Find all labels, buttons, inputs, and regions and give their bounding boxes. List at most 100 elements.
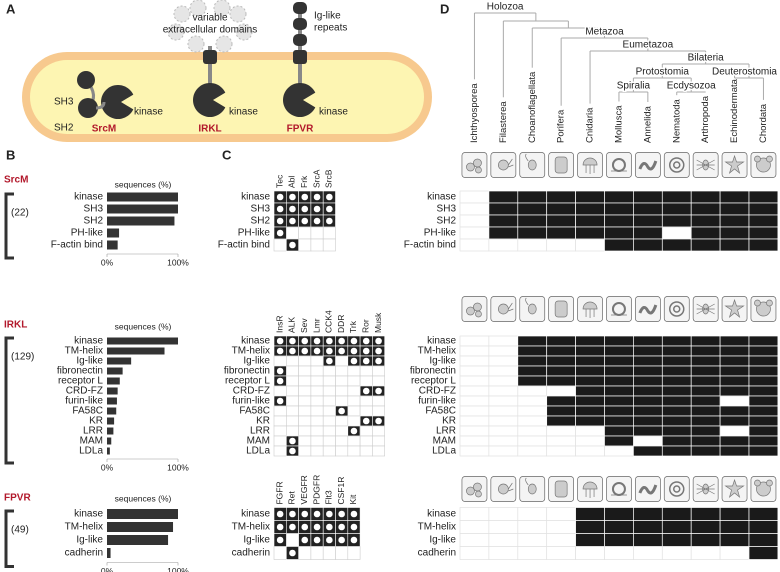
icon-art — [582, 301, 598, 318]
cell — [335, 365, 349, 377]
cell — [661, 395, 692, 407]
icon-shape — [673, 305, 681, 313]
cell-box — [273, 546, 287, 560]
cell — [285, 425, 299, 437]
row-label: CRD-FZ — [419, 386, 456, 397]
bar — [107, 509, 178, 519]
cell — [273, 355, 287, 367]
cell-box — [372, 375, 385, 387]
cell-box — [310, 405, 324, 417]
dot — [313, 347, 321, 355]
cell-box — [310, 385, 324, 397]
dot — [326, 193, 333, 201]
dot — [362, 357, 370, 365]
dot — [301, 205, 309, 213]
taxon-icon — [606, 476, 632, 502]
cell — [690, 520, 721, 534]
cell-box — [273, 425, 287, 437]
taxon-icon — [692, 152, 719, 178]
cell — [748, 345, 779, 357]
cell — [719, 520, 750, 534]
cell — [575, 395, 605, 407]
cell — [488, 238, 519, 252]
cell — [517, 190, 548, 204]
icon-shape — [754, 155, 761, 163]
icon-shape — [673, 485, 681, 493]
bar — [107, 337, 178, 345]
row-label: SH3 — [251, 204, 271, 215]
column-label: Sev — [299, 318, 309, 333]
cell — [273, 395, 287, 407]
taxon-icon — [606, 296, 632, 322]
cell — [719, 226, 750, 240]
ig-domain — [293, 2, 307, 14]
cell-box — [273, 405, 287, 417]
cell-box — [372, 445, 385, 457]
row-label: kinase — [241, 509, 270, 520]
cell — [335, 435, 349, 447]
cell — [633, 375, 663, 387]
taxon-icon — [663, 296, 690, 322]
cell — [347, 445, 361, 457]
cell — [285, 355, 299, 367]
cell-box — [285, 355, 299, 367]
cytoplasm — [30, 60, 424, 134]
dot — [326, 536, 333, 544]
cell-box — [310, 238, 324, 252]
cell — [335, 520, 349, 534]
cell-box — [347, 385, 361, 397]
cell — [633, 445, 663, 457]
dot — [350, 357, 358, 365]
cell — [690, 435, 721, 447]
row-label: Ig-like — [243, 356, 270, 367]
cell — [690, 335, 721, 347]
icon-art — [754, 155, 773, 173]
cell — [575, 385, 605, 397]
cell-box — [335, 365, 349, 377]
cell — [322, 190, 336, 204]
cell — [347, 365, 361, 377]
bar — [107, 535, 169, 545]
cell — [285, 190, 299, 204]
cell — [322, 385, 336, 397]
taxon-icon — [519, 476, 546, 502]
row-label: MAM — [80, 436, 103, 447]
cell-box — [273, 385, 287, 397]
dot — [350, 427, 358, 435]
row-label: receptor L — [58, 376, 103, 387]
cell — [575, 520, 605, 534]
cell — [285, 445, 299, 457]
cell — [372, 405, 385, 417]
cell — [459, 355, 490, 367]
cell — [273, 365, 287, 377]
domain-label: SH2 — [54, 123, 74, 134]
bar — [107, 216, 175, 226]
cell — [298, 395, 312, 407]
taxon-icon — [663, 152, 690, 178]
bracket — [4, 192, 14, 260]
cell-box — [347, 445, 361, 457]
cell-box — [298, 445, 312, 457]
cell — [273, 425, 287, 437]
cell — [310, 190, 324, 204]
cell-box — [285, 375, 299, 387]
tm-domain — [203, 50, 217, 64]
taxon-icon — [548, 296, 575, 322]
cell — [604, 533, 634, 547]
cell — [633, 385, 663, 397]
dot — [313, 523, 321, 531]
dot — [338, 407, 345, 415]
row-label: kinase — [241, 336, 270, 347]
icon-shape — [525, 477, 529, 486]
cell — [661, 335, 692, 347]
icon-art — [554, 300, 568, 318]
cell — [661, 355, 692, 367]
icon-shape — [673, 161, 681, 169]
cell — [575, 365, 605, 377]
cell — [310, 214, 324, 228]
row-label: Ig-like — [243, 535, 270, 546]
icon-shape — [554, 300, 568, 318]
cell — [633, 345, 663, 357]
icon-shape — [766, 299, 773, 307]
